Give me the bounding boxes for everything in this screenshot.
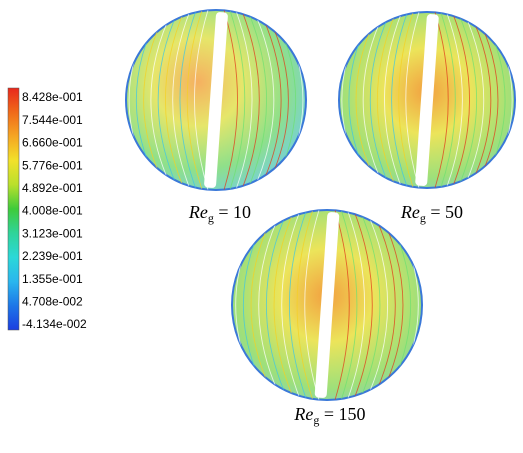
figure: Reg = 10 Reg = 50 Reg = 150 8.428e-001 7.54… — [0, 0, 523, 453]
caption-value: = 50 — [426, 202, 463, 222]
colorbar — [8, 88, 19, 330]
panels: Reg = 10 Reg = 50 Reg = 150 — [107, 10, 523, 427]
caption: Reg = 150 — [293, 404, 365, 427]
colorbar-label: 4.892e-001 — [22, 181, 83, 195]
colorbar-label: 3.123e-001 — [22, 226, 83, 240]
colorbar-label: 2.239e-001 — [22, 249, 83, 263]
colorbar-label: 5.776e-001 — [22, 158, 83, 172]
colorbar-label: 1.355e-001 — [22, 272, 83, 286]
colorbar-label: 4.008e-001 — [22, 204, 83, 218]
colorbar-label: 4.708e-002 — [22, 294, 83, 308]
colorbar-label: 6.660e-001 — [22, 136, 83, 150]
colorbar-label: -4.134e-002 — [22, 317, 87, 331]
caption-value: = 150 — [319, 404, 365, 424]
caption-symbol: Re — [400, 202, 420, 222]
caption-symbol: Re — [188, 202, 208, 222]
colorbar-label: 7.544e-001 — [22, 113, 83, 127]
colorbar-label: 8.428e-001 — [22, 90, 83, 104]
caption: Reg = 50 — [400, 202, 463, 225]
caption: Reg = 10 — [188, 202, 251, 225]
caption-value: = 10 — [214, 202, 251, 222]
caption-symbol: Re — [293, 404, 313, 424]
